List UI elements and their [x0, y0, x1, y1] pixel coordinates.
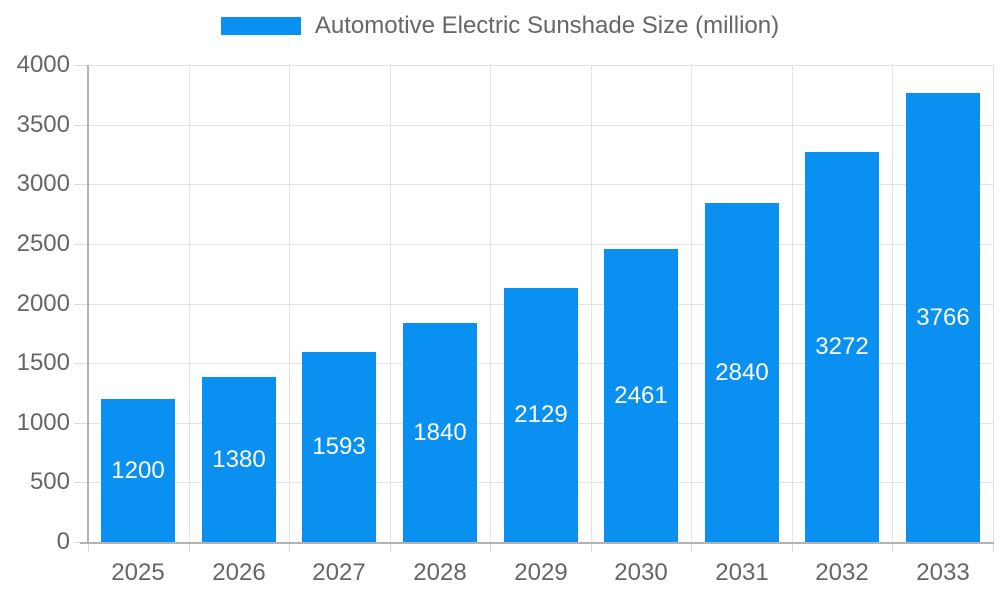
y-tick-label: 4000: [16, 51, 70, 78]
bar-value-label: 1593: [312, 433, 366, 460]
bar: 3272: [805, 152, 879, 542]
x-tick-label: 2025: [111, 559, 165, 586]
y-tick-mark: [74, 304, 88, 305]
y-tick-label: 2000: [16, 290, 70, 317]
bar-value-label: 2461: [614, 381, 668, 409]
bar-value-label: 1200: [111, 456, 165, 484]
bar-value-label: 1840: [413, 418, 467, 446]
x-tick-label: 2029: [514, 559, 568, 586]
x-tick-mark: [993, 544, 994, 552]
x-tick-mark: [289, 544, 290, 552]
bar: 1593: [302, 352, 376, 542]
bar: 2840: [705, 203, 779, 542]
gridline-vertical: [691, 65, 692, 542]
gridline-horizontal: [88, 244, 993, 245]
y-tick-label: 3500: [16, 111, 70, 138]
gridline-vertical: [490, 65, 491, 542]
gridline-vertical: [792, 65, 793, 542]
bar-value-label: 1380: [212, 445, 266, 473]
bar-value-label: 3766: [916, 303, 970, 331]
y-tick-label: 500: [29, 468, 70, 495]
legend-label: Automotive Electric Sunshade Size (milli…: [314, 12, 780, 39]
x-tick-label: 2030: [614, 559, 668, 586]
gridline-horizontal: [88, 65, 993, 66]
gridline-vertical: [289, 65, 290, 542]
bar: 2129: [504, 288, 578, 542]
x-axis-line: [80, 542, 994, 544]
y-tick-label: 3000: [16, 170, 70, 197]
bar-value-label: 2840: [715, 358, 769, 386]
x-tick-label: 2031: [715, 559, 769, 586]
chart-legend: Automotive Electric Sunshade Size (milli…: [0, 12, 1000, 40]
gridline-horizontal: [88, 125, 993, 126]
y-tick-mark: [74, 423, 88, 424]
gridline-vertical: [189, 65, 190, 542]
bar: 1380: [202, 377, 276, 542]
bar: 1200: [101, 399, 175, 542]
x-tick-mark: [390, 544, 391, 552]
y-tick-mark: [74, 482, 88, 483]
bar: 1840: [403, 323, 477, 542]
y-tick-mark: [74, 244, 88, 245]
gridline-horizontal: [88, 184, 993, 185]
y-tick-mark: [74, 363, 88, 364]
x-tick-mark: [189, 544, 190, 552]
legend-swatch: [220, 17, 301, 35]
gridline-vertical: [993, 65, 994, 542]
y-tick-label: 1000: [16, 409, 70, 436]
gridline-vertical: [892, 65, 893, 542]
bar-value-label: 3272: [815, 333, 869, 360]
x-tick-label: 2027: [312, 559, 366, 586]
gridline-vertical: [591, 65, 592, 542]
x-tick-mark: [490, 544, 491, 552]
y-tick-mark: [74, 65, 88, 66]
y-tick-label: 1500: [16, 349, 70, 376]
x-tick-label: 2028: [413, 559, 467, 586]
bar-value-label: 2129: [514, 401, 568, 428]
x-tick-mark: [591, 544, 592, 552]
gridline-vertical: [390, 65, 391, 542]
x-tick-mark: [892, 544, 893, 552]
bar: 3766: [906, 93, 980, 542]
x-tick-label: 2033: [916, 559, 970, 586]
y-tick-mark: [74, 184, 88, 185]
x-tick-mark: [88, 544, 89, 552]
y-axis-line: [87, 65, 89, 542]
x-tick-label: 2032: [815, 559, 869, 586]
y-tick-mark: [74, 125, 88, 126]
bar: 2461: [604, 249, 678, 542]
x-tick-label: 2026: [212, 559, 266, 586]
y-tick-label: 0: [56, 528, 70, 555]
x-tick-mark: [792, 544, 793, 552]
y-tick-label: 2500: [16, 230, 70, 257]
x-tick-mark: [691, 544, 692, 552]
